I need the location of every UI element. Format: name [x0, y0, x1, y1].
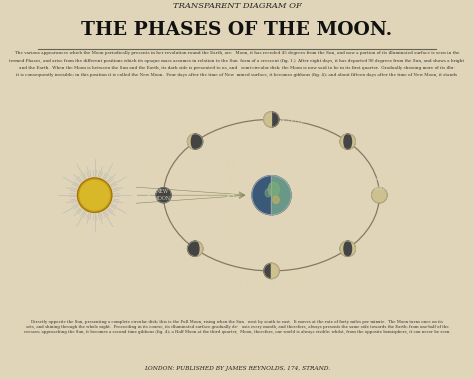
- Text: MOON: MOON: [154, 196, 171, 201]
- Text: 3: 3: [269, 283, 274, 291]
- Circle shape: [77, 178, 112, 212]
- Text: QUARTER: QUARTER: [280, 272, 305, 277]
- Text: S: S: [226, 229, 235, 242]
- Text: TRANSPARENT DIAGRAM OF: TRANSPARENT DIAGRAM OF: [173, 2, 301, 10]
- Circle shape: [252, 176, 291, 215]
- Text: The various appearances which the Moon periodically presents in her revolution r: The various appearances which the Moon p…: [15, 51, 459, 55]
- Circle shape: [156, 188, 171, 203]
- Circle shape: [340, 134, 356, 149]
- Text: 6: 6: [356, 126, 362, 135]
- Text: O F   T H E   M O O N: O F T H E M O O N: [214, 280, 306, 288]
- Text: termed Phases, and arise from the different positions which its opaque mass assu: termed Phases, and arise from the differ…: [9, 59, 465, 63]
- Text: O R B I T: O R B I T: [143, 153, 156, 182]
- Wedge shape: [195, 241, 203, 256]
- Text: H: H: [224, 160, 236, 173]
- Text: T H E: T H E: [326, 107, 346, 115]
- Text: E: E: [225, 211, 235, 225]
- Text: QUARTER: QUARTER: [280, 118, 305, 123]
- Text: 5: 5: [392, 191, 398, 199]
- Text: NEW: NEW: [156, 189, 169, 194]
- Ellipse shape: [265, 189, 271, 197]
- Ellipse shape: [344, 241, 352, 256]
- Text: FULL: FULL: [375, 177, 389, 183]
- Text: 1: 1: [145, 191, 150, 199]
- Text: 4: 4: [356, 256, 362, 264]
- Ellipse shape: [191, 134, 199, 149]
- Text: MOON: MOON: [373, 186, 390, 191]
- Text: LAST: LAST: [280, 110, 293, 115]
- Text: THE PHASES OF THE MOON.: THE PHASES OF THE MOON.: [82, 21, 392, 39]
- Text: Directly opposite the Sun, presenting a complete circular disk; this is the Full: Directly opposite the Sun, presenting a …: [24, 320, 450, 334]
- Circle shape: [80, 180, 109, 210]
- Circle shape: [372, 188, 387, 203]
- Circle shape: [340, 241, 356, 256]
- Text: LONDON: PUBLISHED BY JAMES REYNOLDS, 174, STRAND.: LONDON: PUBLISHED BY JAMES REYNOLDS, 174…: [144, 366, 330, 371]
- Ellipse shape: [344, 134, 352, 149]
- Circle shape: [264, 112, 279, 127]
- Ellipse shape: [273, 196, 279, 204]
- Circle shape: [340, 134, 356, 149]
- Wedge shape: [188, 134, 195, 149]
- Text: 2: 2: [181, 256, 186, 264]
- Ellipse shape: [191, 241, 199, 256]
- Text: and the Earth.  When the Moon is between the Sun and the Earth, its dark side is: and the Earth. When the Moon is between …: [19, 66, 455, 70]
- Circle shape: [188, 134, 203, 149]
- Circle shape: [188, 241, 203, 256]
- Ellipse shape: [268, 182, 279, 197]
- Text: P: P: [226, 143, 235, 156]
- Text: FIRST: FIRST: [280, 264, 295, 269]
- Text: S: S: [226, 194, 235, 207]
- Text: O F: O F: [292, 104, 305, 112]
- Wedge shape: [264, 112, 272, 127]
- Circle shape: [372, 188, 387, 203]
- Circle shape: [264, 263, 279, 279]
- Circle shape: [340, 241, 356, 256]
- Text: 8: 8: [181, 126, 186, 135]
- Text: 7: 7: [269, 100, 274, 108]
- Text: it is consequently invisible; in this position it is called the New Moon.  Four : it is consequently invisible; in this po…: [17, 73, 457, 77]
- Text: M O O N: M O O N: [392, 169, 401, 198]
- Wedge shape: [272, 263, 279, 279]
- Text: A: A: [225, 177, 235, 190]
- Wedge shape: [272, 176, 291, 215]
